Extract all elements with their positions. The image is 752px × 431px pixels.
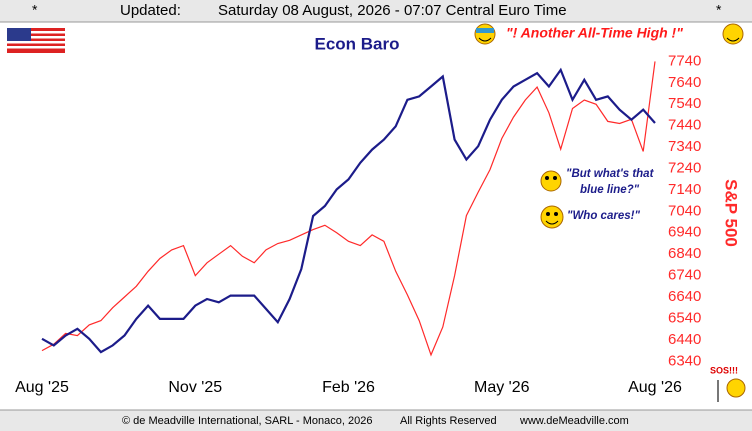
chart-title: Econ Baro [314, 34, 399, 53]
annotation: "! Another All-Time High !" [506, 25, 683, 41]
x-tick-label: Aug '25 [15, 379, 69, 396]
x-tick-label: Nov '25 [168, 379, 222, 396]
us-flag [7, 28, 65, 53]
x-tick-label: Feb '26 [322, 379, 375, 396]
sos-smiley [717, 378, 746, 402]
y2-tick-label: 7040 [668, 202, 701, 219]
annotation: SOS!!! [710, 365, 738, 375]
y2-tick-label: 7640 [668, 74, 701, 91]
y2-tick-label: 6840 [668, 245, 701, 262]
footer-bar [0, 410, 752, 431]
y2-tick-label: 6440 [668, 331, 701, 348]
series-line [41, 67, 656, 354]
rights: All Rights Reserved [400, 415, 497, 427]
header-star: * [716, 2, 722, 18]
annotation: "Who cares!" [567, 210, 640, 222]
series-line [41, 61, 656, 357]
y2-tick-label: 6640 [668, 288, 701, 305]
header-star: * [32, 2, 38, 18]
y2-tick-label: 7440 [668, 117, 701, 134]
x-tick-label: Aug '26 [628, 379, 682, 396]
header-bar [0, 0, 752, 22]
y2-tick-label: 7340 [668, 138, 701, 155]
y2-tick-label: 7140 [668, 181, 701, 198]
y2-tick-label: 6940 [668, 224, 701, 241]
cheer-smiley [474, 23, 744, 45]
question-smiley [540, 170, 564, 229]
copyright: © de Meadville International, SARL - Mon… [122, 415, 372, 427]
y2-tick-label: 7540 [668, 95, 701, 112]
y2-axis-title: S&P 500 [722, 179, 741, 247]
x-tick-label: May '26 [474, 379, 530, 396]
annotation: blue line?" [580, 184, 640, 196]
y2-tick-label: 6740 [668, 267, 701, 284]
y2-tick-label: 6340 [668, 352, 701, 369]
website: www.deMeadville.com [519, 415, 629, 427]
y2-tick-label: 7240 [668, 159, 701, 176]
annotation: "But what's that [566, 168, 655, 180]
updated-label: Updated: [120, 2, 181, 19]
timestamp: Saturday 08 August, 2026 - 07:07 Central… [218, 2, 567, 19]
y2-tick-label: 6540 [668, 309, 701, 326]
y2-tick-label: 7740 [668, 52, 701, 69]
